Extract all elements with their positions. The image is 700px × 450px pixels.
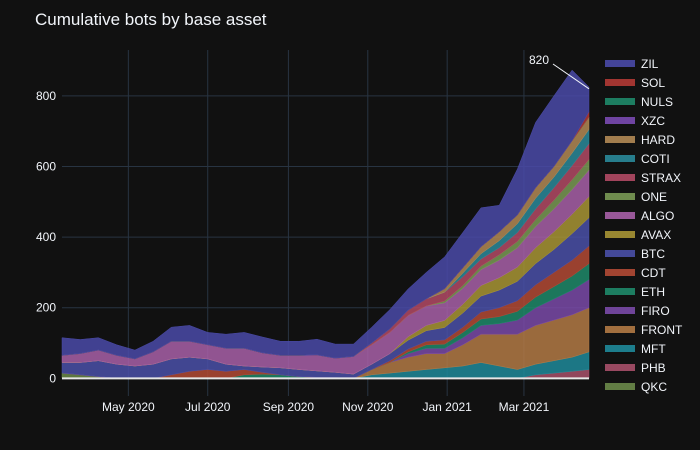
annotation-label: 820 (529, 53, 549, 67)
legend-item-algo[interactable]: ALGO (605, 209, 674, 223)
legend-swatch (605, 231, 635, 238)
legend-item-zil[interactable]: ZIL (605, 57, 659, 71)
x-tick-label: Mar 2021 (499, 400, 550, 414)
x-tick-label: Jul 2020 (185, 400, 231, 414)
legend-item-firo[interactable]: FIRO (605, 304, 670, 318)
legend-swatch (605, 117, 635, 124)
x-tick-label: Sep 2020 (263, 400, 315, 414)
chart-title: Cumulative bots by base asset (35, 10, 267, 29)
area-series (61, 69, 590, 379)
legend-item-eth[interactable]: ETH (605, 285, 665, 299)
peak-annotation: 820 (529, 53, 590, 90)
legend-label: ZIL (641, 57, 659, 71)
plot-area (61, 50, 590, 396)
legend-swatch (605, 326, 635, 333)
legend-swatch (605, 212, 635, 219)
legend-label: MFT (641, 342, 666, 356)
legend-swatch (605, 193, 635, 200)
legend-label: FIRO (641, 304, 670, 318)
legend-item-strax[interactable]: STRAX (605, 171, 681, 185)
legend-label: AVAX (641, 228, 671, 242)
legend-label: SOL (641, 76, 665, 90)
legend-item-xzc[interactable]: XZC (605, 114, 665, 128)
legend-item-btc[interactable]: BTC (605, 247, 665, 261)
legend-swatch (605, 155, 635, 162)
legend-item-sol[interactable]: SOL (605, 76, 665, 90)
y-tick-label: 600 (36, 160, 56, 174)
area-zil (61, 69, 590, 360)
x-tick-label: Jan 2021 (422, 400, 472, 414)
legend-swatch (605, 136, 635, 143)
legend-item-front[interactable]: FRONT (605, 323, 683, 337)
legend-label: ONE (641, 190, 667, 204)
legend-label: QKC (641, 380, 667, 394)
legend-swatch (605, 307, 635, 314)
legend-label: STRAX (641, 171, 681, 185)
legend-swatch (605, 60, 635, 67)
y-tick-label: 0 (49, 371, 56, 385)
legend-swatch (605, 269, 635, 276)
legend-label: PHB (641, 361, 666, 375)
legend-item-hard[interactable]: HARD (605, 133, 675, 147)
legend-swatch (605, 79, 635, 86)
legend-label: BTC (641, 247, 665, 261)
legend-label: CDT (641, 266, 666, 280)
legend-item-avax[interactable]: AVAX (605, 228, 671, 242)
legend-label: XZC (641, 114, 665, 128)
legend-swatch (605, 174, 635, 181)
legend-label: ALGO (641, 209, 674, 223)
annotation-arrow (552, 63, 590, 90)
y-tick-label: 800 (36, 89, 56, 103)
y-tick-label: 200 (36, 301, 56, 315)
legend-item-mft[interactable]: MFT (605, 342, 666, 356)
y-axis: 0 200 400 600 800 (36, 89, 56, 385)
legend-item-nuls[interactable]: NULS (605, 95, 673, 109)
legend-label: HARD (641, 133, 675, 147)
x-tick-label: May 2020 (102, 400, 155, 414)
y-tick-label: 400 (36, 230, 56, 244)
legend-item-one[interactable]: ONE (605, 190, 667, 204)
legend-swatch (605, 98, 635, 105)
legend-item-qkc[interactable]: QKC (605, 380, 667, 394)
legend-item-cdt[interactable]: CDT (605, 266, 666, 280)
legend-label: NULS (641, 95, 673, 109)
legend-item-phb[interactable]: PHB (605, 361, 666, 375)
x-tick-label: Nov 2020 (342, 400, 394, 414)
legend-swatch (605, 288, 635, 295)
legend-label: COTI (641, 152, 670, 166)
legend-label: ETH (641, 285, 665, 299)
legend-swatch (605, 383, 635, 390)
legend-swatch (605, 364, 635, 371)
legend-item-coti[interactable]: COTI (605, 152, 670, 166)
x-axis: May 2020 Jul 2020 Sep 2020 Nov 2020 Jan 2021… (102, 400, 550, 414)
legend-label: FRONT (641, 323, 683, 337)
legend-swatch (605, 250, 635, 257)
legend[interactable]: ZIL SOL NULS XZC HARD COTI STRAX ONE ALGO AVAX BTC… (605, 57, 683, 394)
legend-swatch (605, 345, 635, 352)
